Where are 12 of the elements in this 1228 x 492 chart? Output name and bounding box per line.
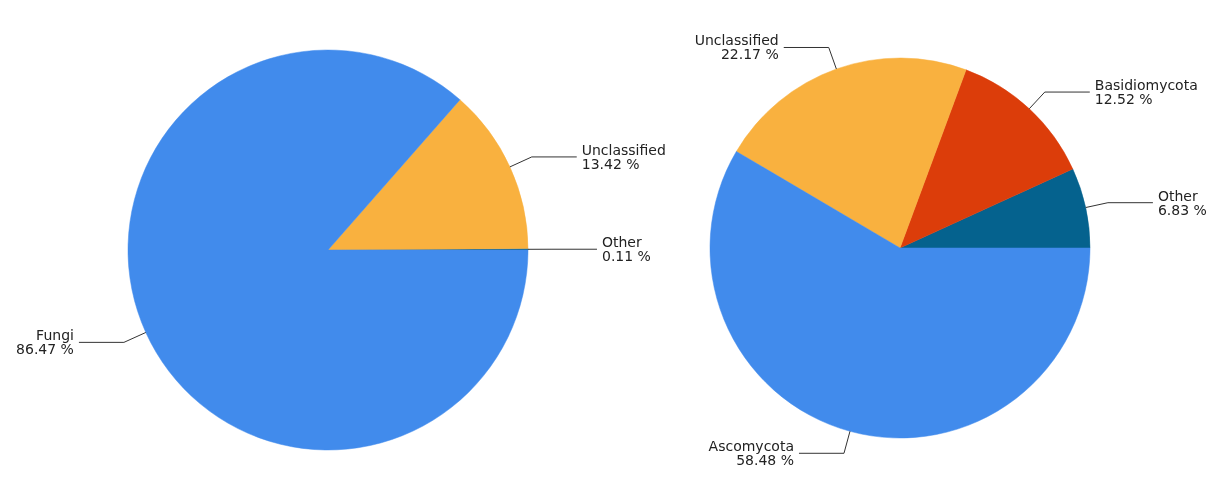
- slice-label: Unclassified: [581, 141, 666, 158]
- slice-label: Other: [602, 234, 642, 251]
- data-label: 0.11 %: [602, 248, 651, 265]
- data-label: 13.42 %: [581, 155, 640, 172]
- data-label: 6.83 %: [1157, 201, 1207, 218]
- slice-label: Unclassified: [694, 32, 779, 49]
- slice-label: Other: [1157, 187, 1198, 204]
- slice-label: Ascomycota: [708, 438, 794, 455]
- slice-label: Fungi: [36, 327, 74, 344]
- data-label: 12.52 %: [1094, 91, 1153, 108]
- data-label: 22.17 %: [720, 46, 779, 63]
- slice-label: Basidiomycota: [1094, 77, 1198, 94]
